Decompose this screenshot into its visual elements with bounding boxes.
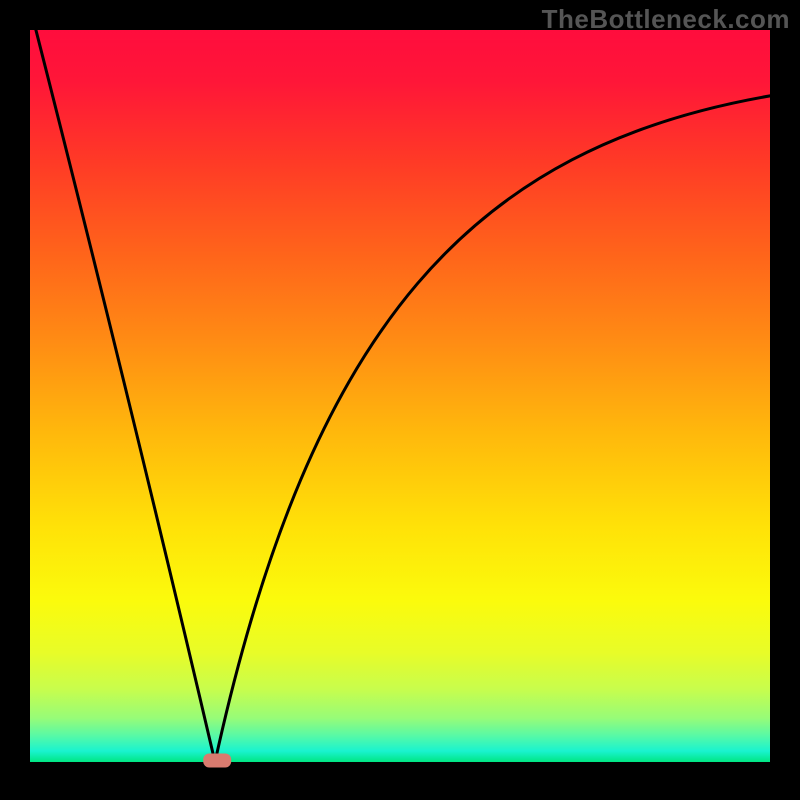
dip-marker — [203, 754, 231, 768]
chart-svg — [0, 0, 800, 800]
chart-root: TheBottleneck.com — [0, 0, 800, 800]
gradient-background — [30, 30, 770, 762]
watermark-text: TheBottleneck.com — [542, 4, 790, 35]
